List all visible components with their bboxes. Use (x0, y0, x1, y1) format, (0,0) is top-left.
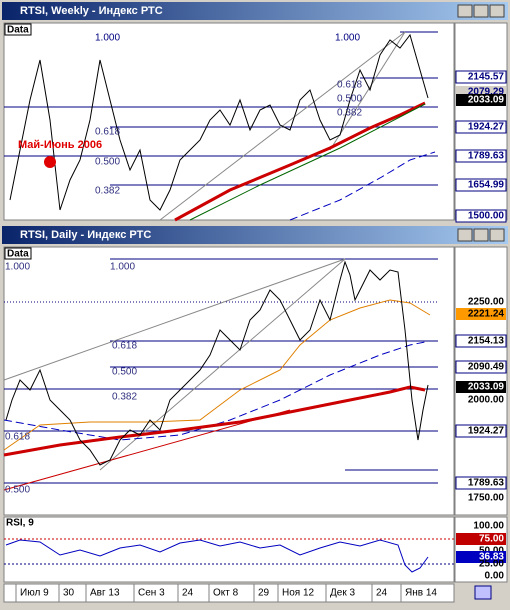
rsi-line (5, 539, 429, 573)
fib-label: 0.500 (337, 94, 362, 105)
fib-label: 0.500 (95, 157, 120, 168)
label-box (456, 381, 506, 393)
label-box (456, 551, 506, 563)
price-label: 2154.13 (468, 336, 505, 347)
moving-average (3, 299, 431, 451)
price-label: 1654.99 (468, 180, 505, 191)
price-line (9, 33, 429, 211)
fib-label: 1.000 (335, 33, 360, 44)
panel-label-box (4, 247, 32, 260)
trend-line (329, 31, 406, 151)
price-label: 1750.00 (468, 493, 505, 504)
label-box (455, 120, 507, 134)
price-label: 1924.27 (468, 122, 505, 133)
rsi-panel (3, 516, 455, 583)
annotation-icon (44, 156, 56, 168)
label-box (455, 424, 507, 438)
date-label: Сен 3 (138, 588, 165, 599)
price-label: 2033.09 (468, 382, 505, 393)
price-label: 75.00 (479, 534, 504, 545)
date-label: Янв 14 (405, 588, 437, 599)
date-label: Авг 13 (90, 588, 120, 599)
label-box (455, 209, 507, 223)
price-label: 1789.63 (468, 478, 505, 489)
moving-average (289, 151, 436, 221)
label-box (455, 476, 507, 490)
fib-label: 0.382 (337, 108, 362, 119)
rsi-label: RSI, 9 (6, 518, 34, 529)
date-label: Ноя 12 (282, 588, 315, 599)
trend-line (3, 258, 346, 381)
trend-line (3, 409, 291, 491)
price-label: 2033.09 (468, 95, 505, 106)
panel-label: Data (7, 25, 29, 36)
annotation: Май-Июнь 2006 (18, 139, 102, 151)
price-label: 1789.63 (468, 151, 505, 162)
window-title: RTSI, Daily - Индекс РТС (20, 229, 151, 241)
fib-label: 0.618 (5, 432, 30, 443)
fib-label: 0.382 (95, 186, 120, 197)
window-title: RTSI, Weekly - Индекс РТС (20, 5, 163, 17)
moving-average (3, 341, 426, 441)
fib-lines (4, 31, 438, 186)
title-bar (2, 2, 508, 20)
plot-area (3, 22, 455, 221)
price-label: 100.00 (473, 521, 504, 532)
price-label: 1500.00 (468, 211, 505, 222)
label-box (455, 149, 507, 163)
label-box (455, 178, 507, 192)
price-label: 2090.49 (468, 362, 505, 373)
price-label: 2145.57 (468, 72, 505, 83)
label-box (455, 70, 507, 84)
rsi-axis (454, 516, 508, 583)
price-label: 2250.00 (468, 297, 505, 308)
fib-label: 0.618 (112, 341, 137, 352)
fib-label: 0.618 (337, 80, 362, 91)
fib-label: 0.382 (112, 392, 137, 403)
window-buttons (457, 4, 505, 18)
label-box (456, 533, 506, 545)
date-label: 24 (182, 588, 194, 599)
fib-label: 1.000 (5, 262, 30, 273)
price-line (5, 260, 429, 466)
fib-label: 0.618 (95, 127, 120, 138)
price-label: 2079.29 (468, 87, 505, 98)
moving-average (3, 385, 426, 457)
label-box (455, 334, 507, 348)
label-box (456, 94, 506, 106)
title-bar (2, 226, 508, 244)
price-label: 1924.27 (468, 426, 505, 437)
date-label: 24 (376, 588, 388, 599)
fib-label: 0.500 (5, 485, 30, 496)
fib-label: 1.000 (95, 33, 120, 44)
price-label: 36.83 (479, 552, 504, 563)
price-label: 0.00 (485, 571, 505, 582)
price-label: 25.00 (479, 559, 504, 570)
price-label: 2221.24 (468, 309, 505, 320)
date-label: Окт 8 (213, 588, 239, 599)
panel-label-box (4, 23, 32, 36)
date-label: Июл 9 (20, 588, 49, 599)
date-label: 29 (258, 588, 270, 599)
window-buttons (457, 228, 505, 242)
fib-label: 0.500 (112, 367, 137, 378)
fib-lines (4, 258, 438, 484)
date-axis (3, 583, 455, 603)
date-label: Дек 3 (330, 588, 355, 599)
price-label: 2000.00 (468, 395, 505, 406)
moving-average (189, 103, 426, 221)
fib-label: 1.000 (110, 262, 135, 273)
label-box (456, 308, 506, 320)
panel-label: Data (7, 249, 29, 260)
plot-area (3, 246, 455, 516)
date-label: 30 (63, 588, 75, 599)
scroll-button[interactable] (474, 585, 492, 600)
moving-average (174, 101, 426, 222)
label-box (455, 360, 507, 374)
